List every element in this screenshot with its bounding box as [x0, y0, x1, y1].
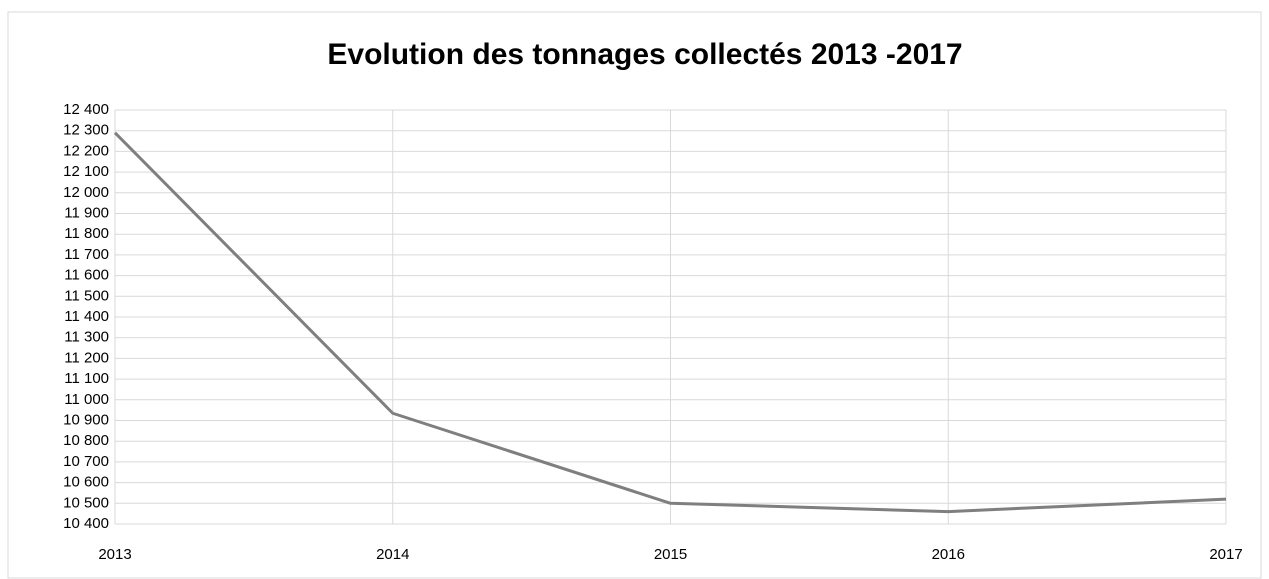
y-tick-label: 12 400 [63, 101, 109, 118]
x-tick-label: 2013 [98, 546, 131, 563]
y-tick-label: 11 200 [64, 349, 109, 366]
chart-frame [7, 11, 1262, 579]
y-tick-label: 11 300 [64, 329, 109, 346]
y-tick-label: 11 600 [64, 267, 109, 284]
x-tick-label: 2014 [376, 546, 409, 563]
x-tick-label: 2016 [932, 546, 965, 563]
y-tick-label: 11 100 [64, 370, 109, 387]
y-tick-label: 12 000 [63, 184, 109, 201]
data-line [113, 131, 1227, 514]
y-tick-label: 11 800 [64, 225, 109, 242]
y-tick-label: 11 700 [64, 246, 109, 263]
y-tick-label: 11 400 [64, 308, 109, 325]
y-tick-label: 12 200 [63, 142, 109, 159]
y-tick-label: 10 500 [63, 494, 109, 511]
y-tick-label: 10 900 [63, 411, 109, 428]
y-tick-label: 10 600 [63, 474, 109, 491]
y-tick-label: 11 500 [64, 287, 109, 304]
chart-title: Evolution des tonnages collectés 2013 -2… [327, 38, 962, 71]
y-tick-label: 12 300 [63, 122, 109, 139]
x-tick-label: 2017 [1209, 546, 1242, 563]
y-tick-label: 11 900 [64, 204, 109, 221]
y-tick-label: 12 100 [63, 163, 109, 180]
y-tick-label: 11 000 [64, 391, 109, 408]
y-tick-label: 10 700 [63, 453, 109, 470]
y-tick-label: 10 400 [63, 515, 109, 532]
x-tick-label: 2015 [654, 546, 687, 563]
y-tick-label: 10 800 [63, 432, 109, 449]
